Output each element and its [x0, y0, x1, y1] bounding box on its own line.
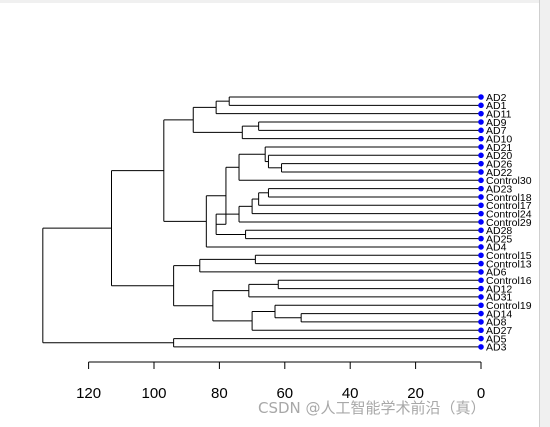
leaf-label: AD27 — [486, 325, 512, 337]
leaf-label: AD3 — [486, 342, 507, 354]
leaf-label: AD21 — [486, 142, 512, 154]
x-tick-label: 100 — [141, 385, 166, 402]
leaf-label: AD26 — [486, 158, 512, 170]
leaf-marker — [478, 219, 484, 225]
leaf-label: AD4 — [486, 242, 507, 254]
leaf-label: Control13 — [486, 258, 532, 270]
leaf-label: AD7 — [486, 125, 507, 137]
leaf-marker — [478, 102, 484, 109]
leaf-label: AD6 — [486, 267, 507, 279]
leaf-marker — [478, 160, 484, 167]
leaf-marker — [478, 244, 484, 250]
window-scrollbar[interactable] — [539, 0, 550, 427]
leaf-label: Control18 — [486, 192, 532, 204]
leaf-marker — [478, 335, 484, 342]
leaf-marker — [478, 319, 484, 325]
leaf-marker — [478, 110, 484, 117]
leaf-marker — [478, 294, 484, 300]
x-tick-label: 120 — [76, 385, 101, 402]
leaf-marker — [478, 344, 484, 350]
leaf-marker — [478, 169, 484, 175]
leaf-marker — [478, 285, 484, 292]
x-tick-label: 40 — [342, 385, 359, 402]
leaf-label: AD5 — [486, 333, 507, 345]
leaf-marker — [478, 269, 484, 275]
leaf-marker — [478, 235, 484, 242]
x-tick-label: 20 — [407, 385, 424, 402]
leaf-label: AD11 — [486, 108, 512, 120]
leaf-marker — [478, 127, 484, 134]
window-top-edge — [0, 0, 550, 3]
leaf-label: AD22 — [486, 167, 512, 179]
leaf-marker — [478, 252, 484, 259]
leaf-label: AD10 — [486, 133, 512, 145]
leaf-label: AD2 — [486, 92, 507, 104]
leaf-marker — [478, 310, 484, 317]
leaf-label: Control30 — [486, 175, 532, 187]
leaf-label: AD31 — [486, 292, 512, 304]
x-tick-label: 80 — [211, 385, 228, 402]
leaf-marker — [478, 152, 484, 159]
leaf-label: Control19 — [486, 300, 532, 312]
x-tick-label: 0 — [477, 385, 485, 402]
leaf-label: AD28 — [486, 225, 512, 237]
leaf-marker — [478, 210, 484, 217]
leaf-label: AD9 — [486, 117, 507, 129]
leaf-label: AD1 — [486, 100, 507, 112]
leaf-marker — [478, 302, 484, 309]
leaf-label: AD12 — [486, 283, 512, 295]
x-tick-label: 60 — [276, 385, 293, 402]
leaf-label: AD14 — [486, 308, 512, 320]
leaf-marker — [478, 144, 484, 150]
leaf-marker — [478, 202, 484, 209]
leaf-label: AD20 — [486, 150, 512, 162]
leaf-marker — [478, 277, 484, 284]
leaf-label: Control17 — [486, 200, 532, 212]
leaf-label: Control29 — [486, 217, 532, 229]
leaf-label: Control15 — [486, 250, 532, 262]
leaf-marker — [478, 194, 484, 200]
watermark: CSDN @人工智能学术前沿（真） — [258, 399, 486, 417]
leaf-marker — [478, 94, 484, 100]
leaf-marker — [478, 227, 484, 234]
leaf-marker — [478, 135, 484, 142]
leaf-label: Control16 — [486, 275, 532, 287]
leaf-marker — [478, 177, 484, 184]
leaf-marker — [478, 185, 484, 192]
leaf-label: AD8 — [486, 317, 507, 329]
leaf-label: Control24 — [486, 208, 532, 220]
leaf-marker — [478, 260, 484, 267]
leaf-marker — [478, 327, 484, 334]
leaf-marker — [478, 119, 484, 125]
leaf-label: AD23 — [486, 183, 512, 195]
leaf-label: AD25 — [486, 233, 512, 245]
